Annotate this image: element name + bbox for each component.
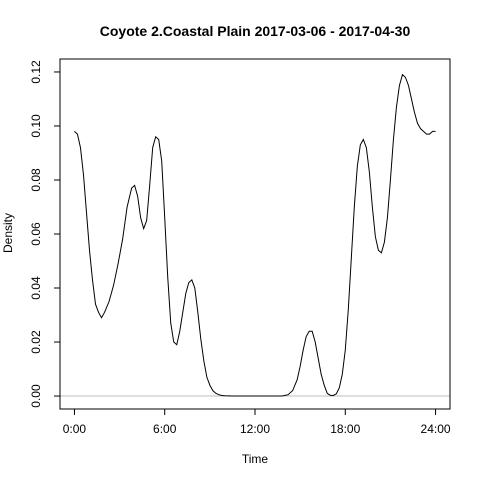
y-tick-label-6: 0.12	[29, 60, 43, 84]
y-tick-label-3: 0.06	[29, 222, 43, 246]
x-tick-label-0: 0:00	[63, 422, 87, 436]
y-tick-label-4: 0.08	[29, 168, 43, 192]
y-tick-label-2: 0.04	[29, 276, 43, 300]
x-axis-label: Time	[242, 452, 269, 466]
y-tick-label-5: 0.10	[29, 114, 43, 138]
y-tick-label-0: 0.00	[29, 384, 43, 408]
x-tick-label-3: 18:00	[330, 422, 360, 436]
chart-title: Coyote 2.Coastal Plain 2017-03-06 - 2017…	[100, 23, 411, 39]
y-axis-label: Density	[1, 213, 15, 253]
y-tick-label-1: 0.02	[29, 330, 43, 354]
plot-frame	[59, 58, 451, 410]
x-tick-label-1: 6:00	[153, 422, 177, 436]
x-tick-label-2: 12:00	[240, 422, 270, 436]
density-line	[74, 73, 436, 397]
x-tick-label-4: 24:00	[421, 422, 451, 436]
